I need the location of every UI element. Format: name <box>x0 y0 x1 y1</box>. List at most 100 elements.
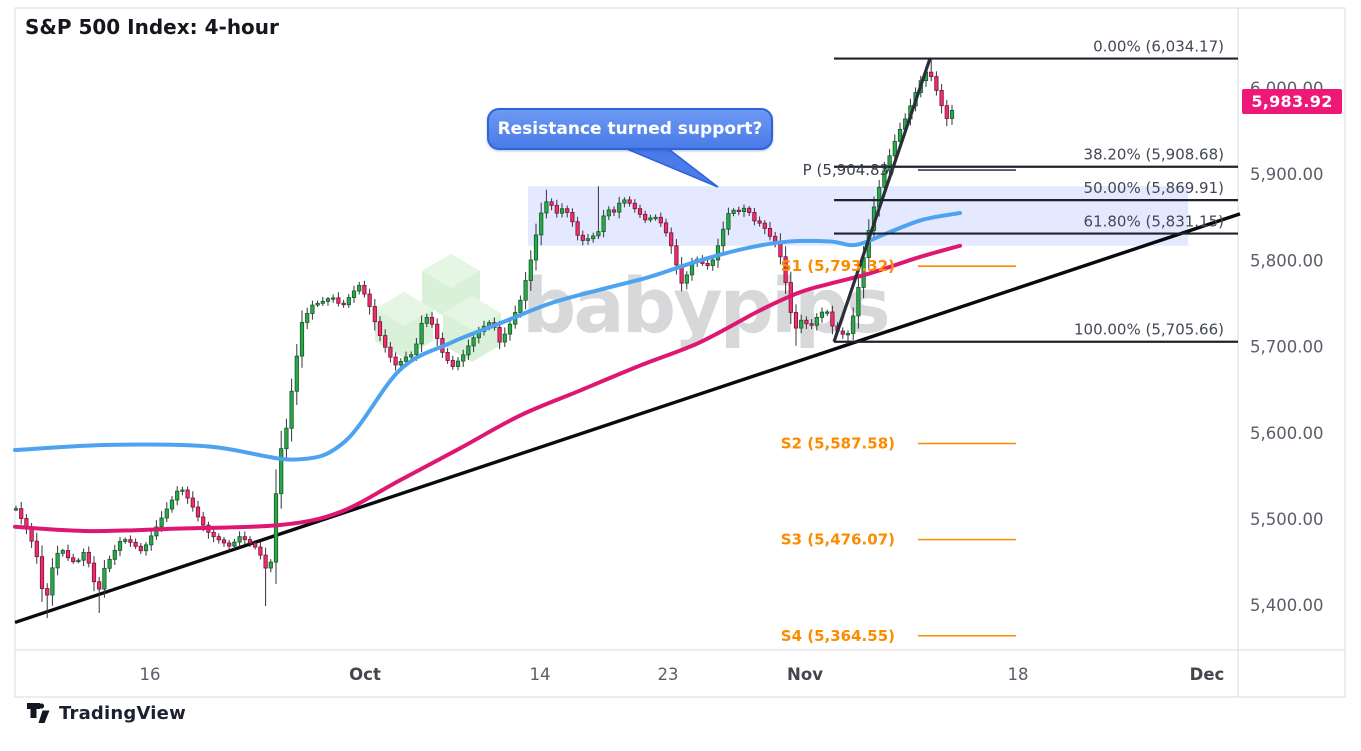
pink-ma-line[interactable] <box>13 243 962 534</box>
candle <box>253 540 258 550</box>
candle <box>19 501 24 525</box>
babypips-cubes-icon <box>375 254 501 362</box>
candle <box>55 545 60 576</box>
rising-trendline[interactable] <box>14 212 1241 625</box>
candle <box>585 233 591 245</box>
candle <box>502 327 507 347</box>
candle <box>471 333 476 353</box>
candle <box>669 227 674 254</box>
candle <box>637 204 643 218</box>
candle <box>565 205 570 218</box>
blue-ma-line[interactable] <box>13 210 962 462</box>
watermark-text: babypips <box>522 261 891 350</box>
price-axis-label: 5,600.00 <box>1250 424 1323 443</box>
candle <box>887 148 892 177</box>
candle <box>60 548 65 557</box>
price-axis-label: 5,800.00 <box>1250 251 1323 270</box>
candle <box>232 538 237 550</box>
candle <box>606 206 611 221</box>
candle <box>596 186 601 240</box>
pivot-points: P (5,904.83) S1 (5,793.32) S2 (5,587.58) S3… <box>781 161 1016 645</box>
candle <box>611 206 617 217</box>
fib-level-label: 38.20% (5,908.68) <box>1084 146 1224 164</box>
last-price-badge: 5,983.92 <box>1242 89 1342 115</box>
pivot-label: P (5,904.83) <box>803 161 895 179</box>
callout-tail <box>621 146 719 188</box>
candle <box>299 310 305 368</box>
candle <box>929 58 934 82</box>
price-axis-label: 5,700.00 <box>1250 338 1323 357</box>
page-title: S&P 500 Index: 4-hour <box>25 15 279 39</box>
candle <box>591 232 596 243</box>
candle <box>341 299 346 308</box>
candle <box>809 319 814 330</box>
candle <box>757 216 762 227</box>
fib-retracement[interactable]: 0.00% (6,034.17) 38.20% (5,908.68) 50.00% … <box>832 38 1238 343</box>
candle <box>398 358 403 369</box>
candle <box>731 208 736 217</box>
candle <box>445 348 450 364</box>
candle <box>86 546 91 568</box>
candle <box>258 541 263 560</box>
fib-level-label: 61.80% (5,831.15) <box>1084 213 1224 231</box>
price-axis-label: 5,500.00 <box>1250 510 1323 529</box>
candle <box>575 216 580 241</box>
candle <box>367 288 372 315</box>
candle <box>627 196 632 207</box>
candle <box>164 502 169 522</box>
price-axis-label: 5,900.00 <box>1250 165 1323 184</box>
candle <box>539 202 544 246</box>
candle <box>705 258 710 270</box>
candle <box>663 218 669 237</box>
time-axis-label: Oct <box>349 665 381 684</box>
candle <box>237 531 242 547</box>
candle <box>523 272 528 310</box>
candle <box>601 209 606 238</box>
candle <box>76 557 81 564</box>
candle <box>383 329 388 353</box>
chart-frame <box>14 7 1346 698</box>
candle <box>138 543 143 554</box>
candle <box>424 313 429 328</box>
candle <box>393 352 398 371</box>
candle <box>284 418 289 459</box>
candle <box>320 296 325 307</box>
candle <box>45 583 50 619</box>
candle <box>783 246 788 294</box>
time-axis-label: 23 <box>658 665 679 684</box>
candle <box>684 271 689 290</box>
candle <box>211 528 216 543</box>
candle <box>840 327 845 339</box>
candle <box>180 486 185 496</box>
time-axis-label: Nov <box>787 665 823 684</box>
candle <box>310 300 315 320</box>
candle <box>97 577 102 613</box>
candle <box>726 207 731 236</box>
annotation-callout[interactable]: Resistance turned support? <box>487 108 773 150</box>
support-zone[interactable] <box>528 186 1188 246</box>
candle <box>50 558 55 606</box>
babypips-watermark: babypips <box>366 250 891 362</box>
time-axis-label: Dec <box>1190 665 1225 684</box>
time-axis-label: 14 <box>530 665 551 684</box>
pivot-label: S1 (5,793.32) <box>781 257 895 275</box>
candle <box>741 204 747 217</box>
candle <box>450 355 455 370</box>
candle <box>123 537 128 544</box>
tradingview-brand[interactable]: TradingView <box>26 702 186 724</box>
candle <box>528 250 533 291</box>
candle <box>91 556 97 592</box>
candle <box>679 257 684 292</box>
candle <box>559 203 565 218</box>
candle <box>190 491 195 512</box>
fib-level-label: 50.00% (5,869.91) <box>1084 179 1224 197</box>
price-axis-label: 5,400.00 <box>1250 596 1323 615</box>
candle <box>388 342 393 363</box>
fib-level-label: 100.00% (5,705.66) <box>1074 321 1224 339</box>
candle <box>934 71 939 96</box>
candle <box>949 104 955 125</box>
candle <box>804 316 809 330</box>
candle <box>227 540 232 551</box>
